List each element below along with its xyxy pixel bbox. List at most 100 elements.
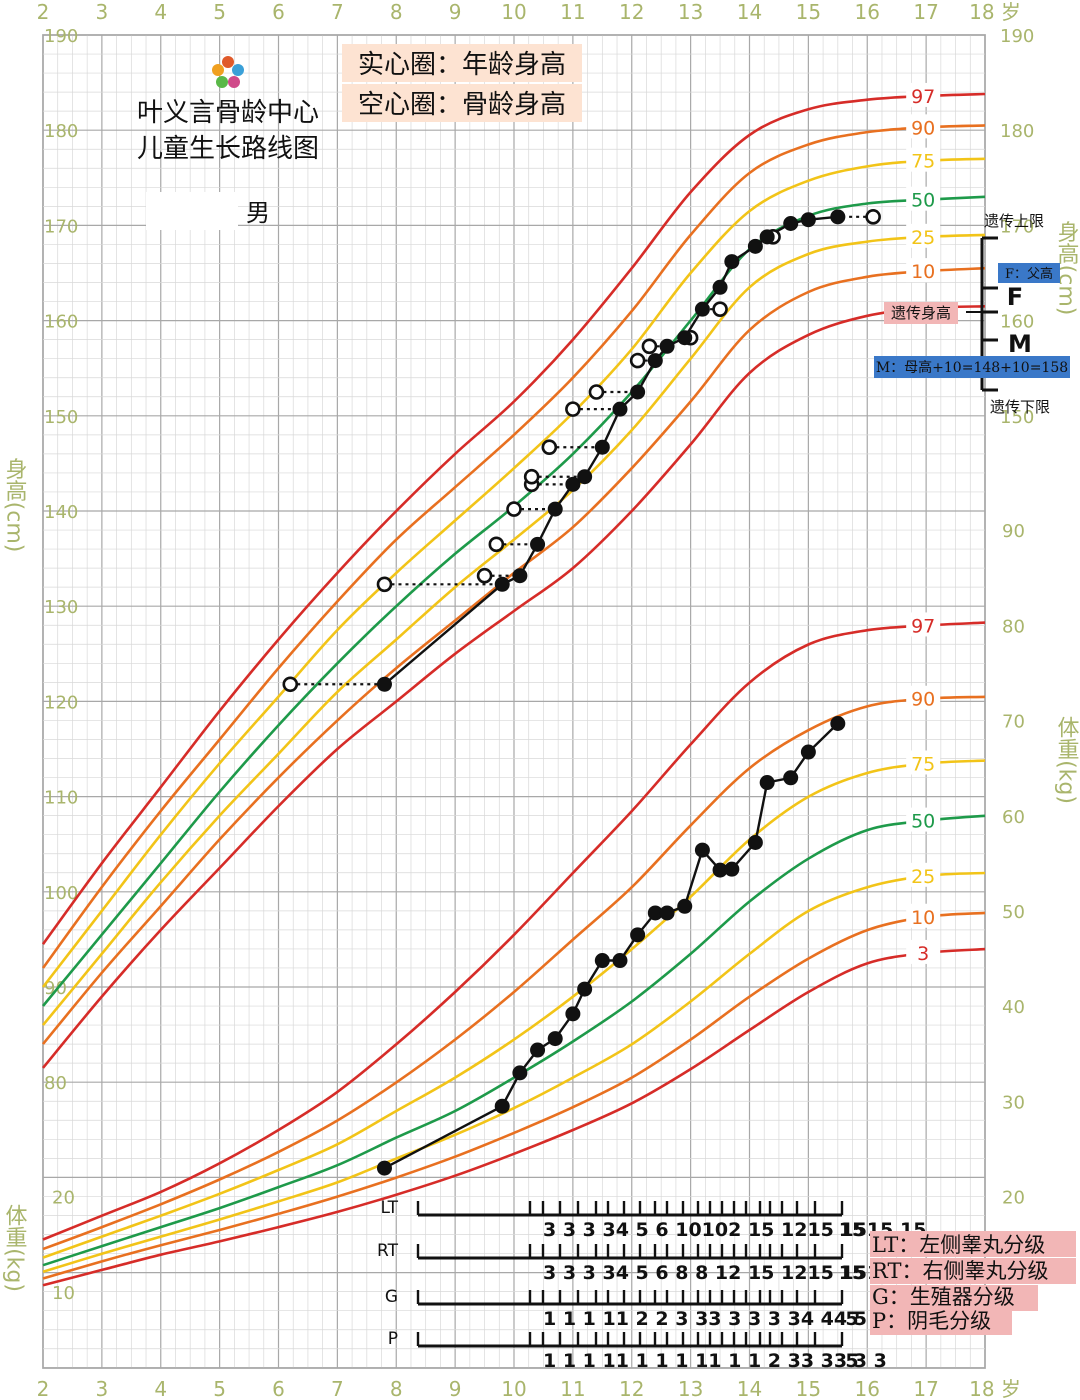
height-bone-age-point <box>282 676 299 693</box>
weight-curve-label-10: 10 <box>911 907 935 929</box>
age-tick-top: 11 <box>560 0 585 24</box>
puberty-legend-g: G：生殖器分级 <box>872 1285 1015 1309</box>
age-tick-top: 9 <box>449 0 462 24</box>
puberty-row-code: RT <box>377 1241 399 1261</box>
weight-curve-p75 <box>42 759 986 1259</box>
height-curve-label-bg <box>906 147 941 172</box>
height-age-point <box>494 576 510 592</box>
height-bone-age-point <box>541 439 558 456</box>
height-age-point <box>577 469 593 485</box>
height-age-point <box>659 338 675 354</box>
weight-age-point <box>830 715 846 731</box>
height-tick-left: 120 <box>44 692 78 713</box>
age-tick-top: 10 <box>501 0 526 24</box>
weight-curve-label-bg <box>906 807 941 832</box>
puberty-row-values: 1 1 1 11 2 2 3 33 3 3 3 34 44 5 5 <box>543 1308 887 1330</box>
weight-tick-right: 50 <box>1002 902 1025 923</box>
height-tick-right: 180 <box>1000 121 1034 142</box>
height-age-point <box>612 401 628 417</box>
height-tick-left: 160 <box>44 312 78 333</box>
height-age-point <box>747 238 763 254</box>
height-bone-age-point <box>588 384 605 400</box>
logo-icon <box>212 56 244 88</box>
weight-curve-p10 <box>42 911 986 1280</box>
age-tick-bottom: 8 <box>390 1377 403 1400</box>
legend-solid-bg <box>342 44 582 82</box>
height-age-point <box>783 215 799 231</box>
age-tick-top: 4 <box>154 0 167 24</box>
weight-curve-label-25: 25 <box>911 866 935 888</box>
weight-age-point <box>712 862 728 878</box>
age-tick-bottom: 11 <box>560 1377 585 1400</box>
height-age-point <box>594 439 610 455</box>
height-bone-age-point <box>641 338 658 355</box>
age-tick-bottom: 9 <box>449 1377 462 1400</box>
weight-axis-label-right: 体重(kg) <box>1054 716 1080 804</box>
weight-age-point <box>677 898 693 914</box>
weight-age-point <box>530 1042 546 1058</box>
height-bone-age-point <box>565 401 581 417</box>
age-tick-top: 16 <box>855 0 880 24</box>
age-tick-bottom: 16 <box>855 1377 880 1400</box>
age-tick-bottom: 6 <box>272 1377 285 1400</box>
weight-age-point <box>512 1065 528 1081</box>
height-curve-label-25: 25 <box>911 227 935 249</box>
legend-solid: 实心圈：年龄身高 <box>358 50 566 80</box>
puberty-legend: LT：左侧睾丸分级 RT：右侧睾丸分级 G：生殖器分级 P：阴毛分级 <box>870 1231 1076 1335</box>
height-tick-left: 80 <box>44 1073 67 1094</box>
height-tick-left: 140 <box>44 502 78 523</box>
weight-curve-label-90: 90 <box>911 689 935 711</box>
height-bone-age-point <box>712 301 728 317</box>
height-bone-age-point <box>376 576 393 593</box>
puberty-row-values: 3 3 3 34 5 6 10102 15 1215 1515 15 <box>543 1219 926 1241</box>
weight-curve-p25 <box>42 871 986 1274</box>
height-tick-left: 150 <box>44 407 78 428</box>
puberty-row-code: G <box>385 1287 398 1307</box>
weight-curve-label-3: 3 <box>917 943 929 965</box>
height-bone-age-point <box>865 209 881 225</box>
father-label-bg <box>998 263 1060 283</box>
height-age-point <box>530 536 546 552</box>
age-tick-bottom: 18 岁 <box>969 1377 1021 1400</box>
weight-axis-label-left: 体重(kg) <box>2 1204 28 1292</box>
height-curve-label-90: 90 <box>911 117 935 139</box>
height-curve-p3 <box>41 305 986 1069</box>
age-tick-top: 2 <box>37 0 50 24</box>
weight-tick-right: 30 <box>1002 1092 1025 1113</box>
height-axis-label-left: 身高(cm) <box>2 458 28 553</box>
weight-tick-left: 10 <box>52 1283 75 1304</box>
height-curve-label-bg <box>906 258 941 283</box>
chart-name: 儿童生长路线图 <box>137 134 319 164</box>
weight-curve-label-bg <box>906 750 941 775</box>
weight-age-point <box>612 953 628 969</box>
weight-age-point <box>494 1098 510 1114</box>
age-tick-top: 8 <box>390 0 403 24</box>
age-tick-bottom: 17 <box>913 1377 938 1400</box>
puberty-row-code: LT <box>380 1198 398 1218</box>
height-curve-label-bg <box>906 186 941 211</box>
height-tick-left: 190 <box>44 26 78 47</box>
puberty-legend-rt: RT：右侧睾丸分级 <box>872 1259 1048 1283</box>
name-redaction <box>146 192 238 230</box>
weight-age-point <box>659 905 675 921</box>
weight-age-point <box>547 1031 563 1047</box>
height-age-point <box>376 676 392 692</box>
weight-curve-label-bg <box>906 685 941 710</box>
height-tick-right: 160 <box>1000 312 1034 333</box>
puberty-row-last: 15 <box>839 1262 865 1284</box>
height-curve-label-bg <box>906 82 941 107</box>
weight-curve-label-bg <box>906 903 941 928</box>
age-tick-top: 5 <box>213 0 226 24</box>
height-age-point <box>565 476 581 492</box>
legend-hollow: 空心圈：骨龄身高 <box>358 90 566 120</box>
weight-age-point <box>747 834 763 850</box>
patient-sex: 男 <box>246 199 270 227</box>
age-tick-top: 18 岁 <box>969 0 1021 24</box>
height-age-point <box>677 330 693 346</box>
age-tick-bottom: 7 <box>331 1377 344 1400</box>
puberty-legend-p: P：阴毛分级 <box>872 1309 991 1333</box>
age-tick-top: 12 <box>619 0 644 24</box>
height-tick-left: 110 <box>44 788 78 809</box>
legend-hollow-bg <box>342 84 582 122</box>
